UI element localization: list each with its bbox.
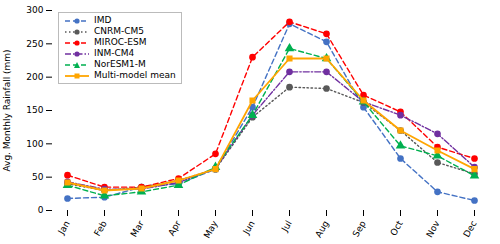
svg-text:Feb: Feb	[92, 219, 109, 238]
svg-text:100: 100	[26, 139, 43, 149]
html-text:Multi-model mean: Multi-model mean	[94, 70, 176, 80]
svg-text:50: 50	[32, 172, 44, 182]
svg-text:Mar: Mar	[129, 219, 146, 239]
svg-text:Avg. Monthly Rainfall (mm): Avg. Monthly Rainfall (mm)	[2, 49, 12, 171]
svg-text:Aug: Aug	[313, 219, 330, 239]
svg-text:Apr: Apr	[166, 219, 183, 238]
html-text:INM-CM4: INM-CM4	[94, 48, 135, 58]
svg-text:150: 150	[26, 105, 43, 115]
svg-text:200: 200	[26, 72, 43, 82]
svg-text:250: 250	[26, 39, 43, 49]
svg-text:Nov: Nov	[424, 218, 442, 239]
svg-text:Jul: Jul	[279, 219, 294, 234]
html-text:NorESM1-M: NorESM1-M	[94, 59, 146, 69]
svg-text:Jun: Jun	[241, 219, 257, 237]
svg-text:May: May	[202, 218, 220, 240]
html-text:CNRM-CM5: CNRM-CM5	[94, 26, 145, 36]
svg-text:Sep: Sep	[351, 219, 368, 239]
html-text:MIROC-ESM: MIROC-ESM	[94, 37, 147, 47]
svg-text:300: 300	[26, 5, 43, 15]
svg-text:Dec: Dec	[461, 219, 478, 239]
svg-text:Jan: Jan	[56, 219, 72, 237]
svg-text:0: 0	[38, 205, 44, 215]
svg-text:Oct: Oct	[388, 219, 405, 238]
html-text:IMD: IMD	[94, 15, 112, 25]
